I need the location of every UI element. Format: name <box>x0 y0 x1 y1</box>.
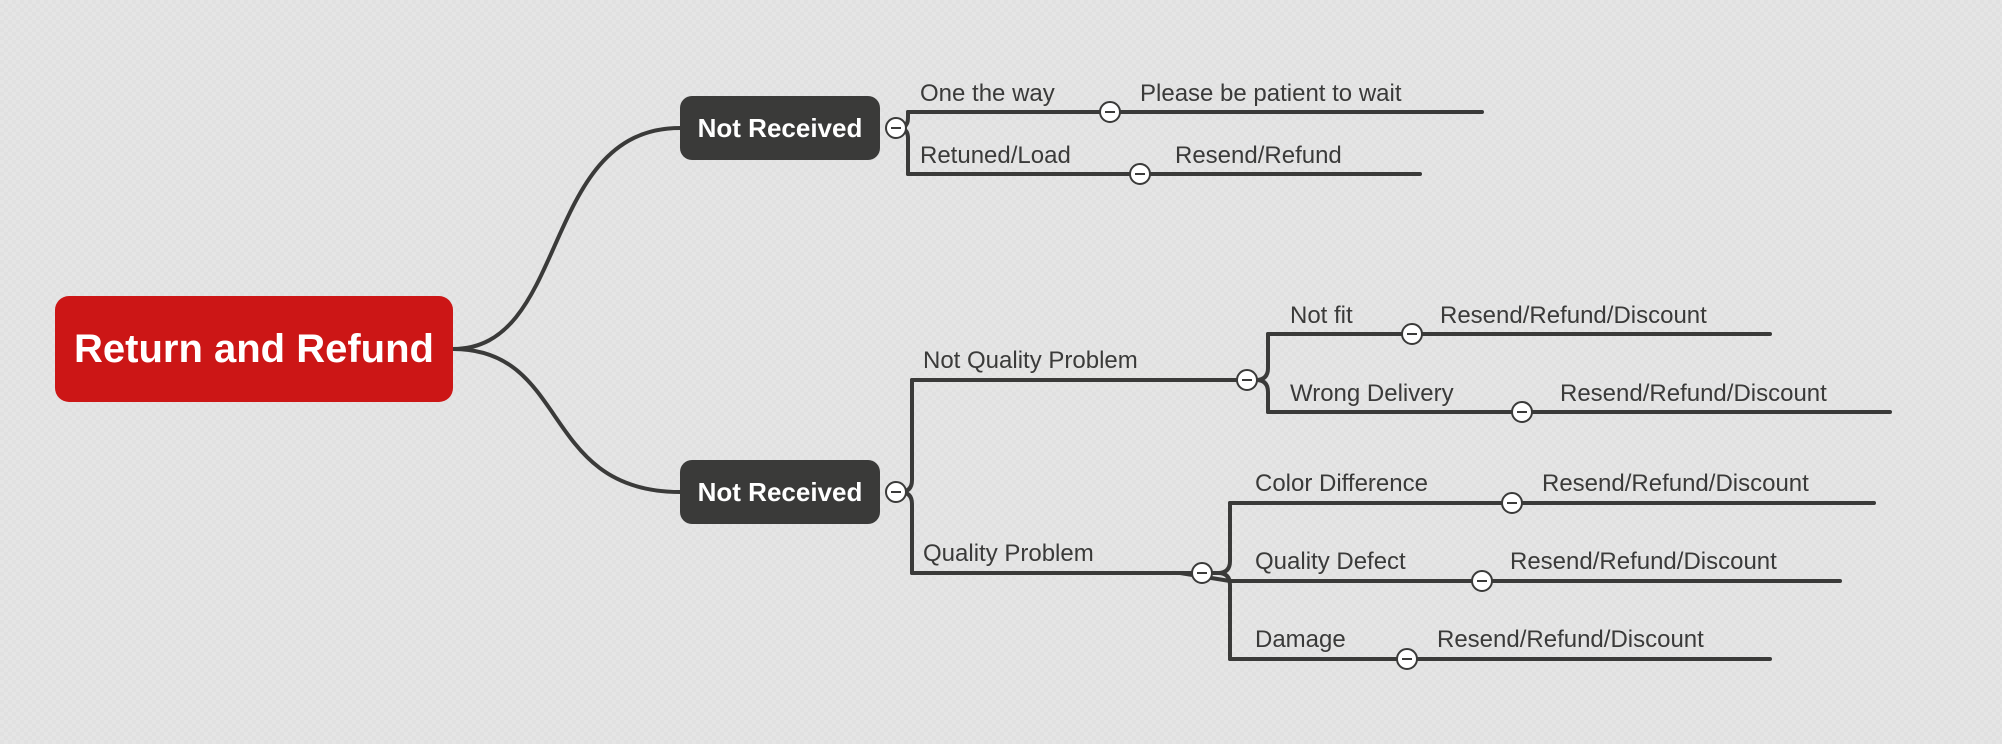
root-label: Return and Refund <box>74 327 434 372</box>
collapse-toggle[interactable] <box>1129 163 1151 185</box>
collapse-toggle[interactable] <box>1401 323 1423 345</box>
sub-node-label: Not Received <box>698 113 863 144</box>
collapse-toggle[interactable] <box>885 481 907 503</box>
sub-node-2[interactable]: Not Received <box>680 460 880 524</box>
leaf-l10[interactable]: Quality Problem <box>923 540 1094 568</box>
collapse-toggle[interactable] <box>1396 648 1418 670</box>
leaf-l7[interactable]: Resend/Refund/Discount <box>1440 302 1707 330</box>
connector-line <box>1180 573 1230 659</box>
leaf-l3[interactable]: Retuned/Load <box>920 142 1071 170</box>
leaf-l4[interactable]: Resend/Refund <box>1175 142 1342 170</box>
leaf-l1[interactable]: One the way <box>920 80 1055 108</box>
leaf-l11[interactable]: Color Difference <box>1255 470 1428 498</box>
connector-line <box>896 492 912 573</box>
leaf-l2[interactable]: Please be patient to wait <box>1140 80 1402 108</box>
root-node[interactable]: Return and Refund <box>55 296 453 402</box>
sub-node-1[interactable]: Not Received <box>680 96 880 160</box>
leaf-l13[interactable]: Quality Defect <box>1255 548 1406 576</box>
collapse-toggle[interactable] <box>1501 492 1523 514</box>
connector-line <box>453 349 680 492</box>
leaf-l16[interactable]: Resend/Refund/Discount <box>1437 626 1704 654</box>
collapse-toggle[interactable] <box>1191 562 1213 584</box>
connector-line <box>896 380 912 492</box>
leaf-l14[interactable]: Resend/Refund/Discount <box>1510 548 1777 576</box>
leaf-l5[interactable]: Not Quality Problem <box>923 347 1138 375</box>
collapse-toggle[interactable] <box>1099 101 1121 123</box>
leaf-l15[interactable]: Damage <box>1255 626 1346 654</box>
leaf-l9[interactable]: Resend/Refund/Discount <box>1560 380 1827 408</box>
leaf-l6[interactable]: Not fit <box>1290 302 1353 330</box>
collapse-toggle[interactable] <box>1471 570 1493 592</box>
collapse-toggle[interactable] <box>885 117 907 139</box>
leaf-l12[interactable]: Resend/Refund/Discount <box>1542 470 1809 498</box>
leaf-l8[interactable]: Wrong Delivery <box>1290 380 1454 408</box>
connector-line <box>453 128 680 349</box>
collapse-toggle[interactable] <box>1236 369 1258 391</box>
sub-node-label: Not Received <box>698 477 863 508</box>
collapse-toggle[interactable] <box>1511 401 1533 423</box>
